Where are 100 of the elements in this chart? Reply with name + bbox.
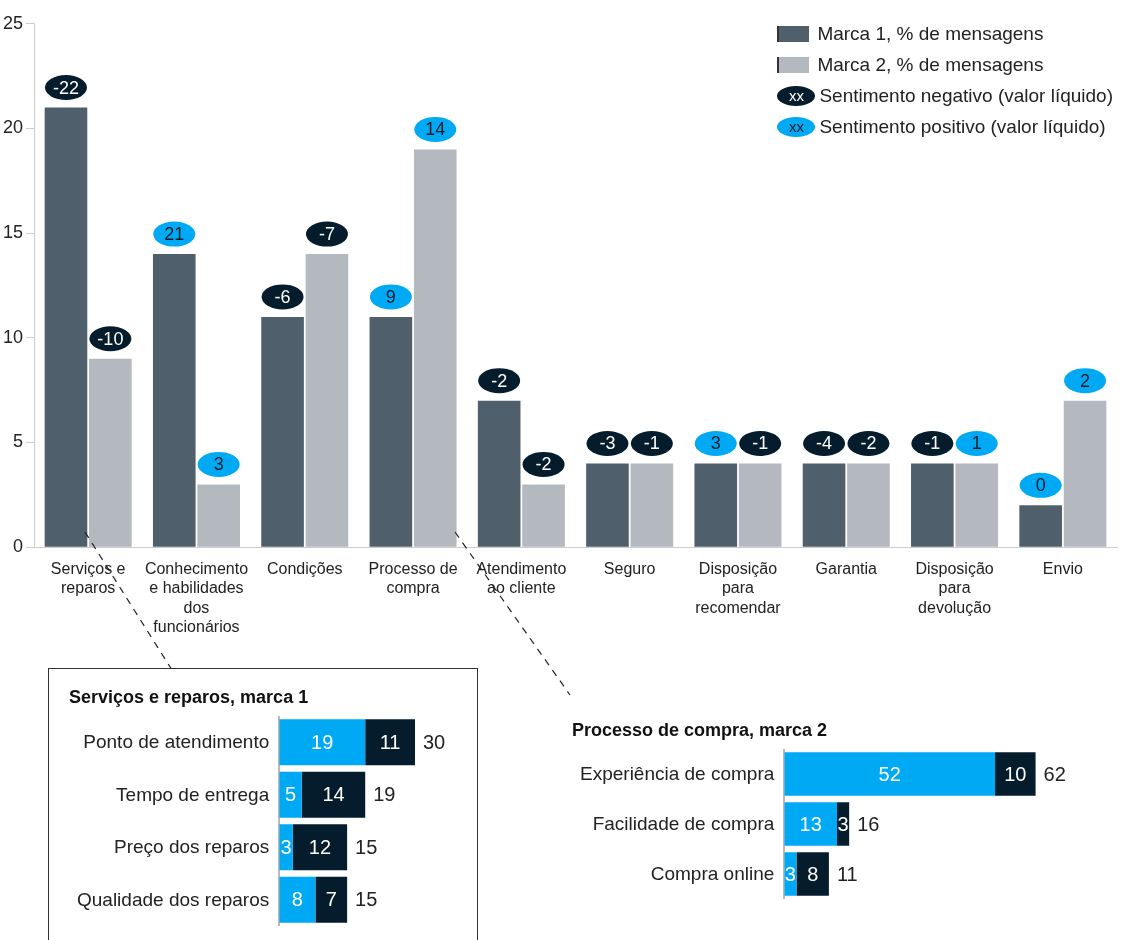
y-tick-label: 25 [2, 12, 24, 33]
annotation: xx [777, 116, 816, 137]
total-label: 62 [1043, 762, 1066, 785]
x-tick-label: Atendimento ao cliente [476, 560, 567, 597]
x-tick-label: Envio [1042, 560, 1083, 578]
bar [365, 719, 415, 766]
bar [477, 400, 521, 547]
data-label: 14 [322, 783, 345, 806]
data-label: 10 [1004, 762, 1027, 785]
y-tick-label: 20 [2, 117, 24, 138]
annotation: -2 [535, 454, 552, 475]
annotation: Sentimento negativo (valor líquido) [819, 84, 1113, 107]
annotation: 3 [710, 433, 721, 454]
bar [784, 752, 996, 796]
bar [1063, 400, 1107, 547]
data-label: 5 [284, 783, 297, 806]
data-label: 8 [291, 888, 303, 911]
legend-label: Marca 2, % de mensagens [817, 53, 1044, 76]
data-label: 3 [837, 812, 849, 835]
y-tick-label: Qualidade dos reparos [76, 888, 270, 910]
x-tick-label: Disposição para recomendar [695, 560, 782, 616]
annotation: -6 [274, 286, 291, 307]
data-label: 8 [807, 862, 819, 885]
annotation: -10 [97, 328, 124, 349]
bar [44, 107, 88, 547]
annotation: -3 [599, 433, 616, 454]
annotation: 14 [425, 119, 446, 140]
bar [796, 852, 829, 896]
legend-label: Marca 1, % de mensagens [817, 22, 1044, 45]
annotation: -22 [52, 77, 79, 98]
annotation: -2 [491, 370, 508, 391]
y-tick-label: Ponto de atendimento [83, 731, 270, 753]
bar [955, 463, 999, 547]
bar [738, 463, 782, 547]
data-label: 52 [878, 762, 901, 785]
y-tick-label: 5 [13, 431, 24, 452]
annotation: -2 [860, 433, 877, 454]
bar [89, 358, 132, 547]
annotation: 9 [385, 286, 396, 307]
x-tick-label: Conhecimento e habilidades dos funcionários [144, 560, 249, 635]
y-tick-label: Tempo de entrega [116, 783, 270, 805]
bar [279, 876, 316, 923]
annotation: -1 [643, 433, 660, 454]
annotation: 1 [971, 433, 982, 454]
bar [1019, 505, 1062, 547]
total-label: 15 [355, 888, 378, 911]
bar [152, 254, 196, 547]
bar [802, 463, 846, 547]
data-label: 11 [379, 730, 401, 753]
y-tick-label: Compra online [650, 863, 775, 885]
x-tick-label: Disposição para devolução [915, 560, 994, 616]
annotation: Sentimento positivo (valor líquido) [819, 115, 1106, 138]
total-label: 15 [355, 835, 378, 858]
bar [784, 802, 838, 846]
total-label: 16 [857, 812, 880, 835]
x-tick-label: Serviços e reparos [50, 560, 126, 597]
y-tick-label: 0 [13, 536, 24, 557]
bar [522, 484, 565, 547]
bar [292, 824, 348, 871]
bar [995, 752, 1036, 796]
data-label: 3 [280, 835, 292, 858]
chart-title: Serviços e reparos, marca 1 [69, 687, 310, 708]
annotation: -1 [924, 433, 941, 454]
data-label: 19 [311, 730, 334, 753]
x-tick-label: Processo de compra [368, 560, 458, 597]
data-label: 13 [799, 812, 822, 835]
annotation: -1 [752, 433, 769, 454]
bar [694, 463, 738, 547]
annotation: -7 [318, 224, 335, 245]
bar [197, 484, 240, 547]
annotation: 2 [1080, 370, 1091, 391]
x-tick-label: Condições [266, 560, 343, 578]
annotation: 3 [213, 454, 224, 475]
bar [911, 463, 954, 547]
bar [315, 876, 348, 923]
x-tick-label: Seguro [603, 560, 656, 578]
annotation: 21 [164, 224, 185, 245]
total-label: 19 [373, 783, 396, 806]
data-label: 7 [325, 888, 337, 911]
data-label: 3 [784, 862, 796, 885]
annotation: -4 [816, 433, 833, 454]
annotation: xx [777, 85, 816, 106]
bar [261, 316, 304, 547]
bar [369, 316, 413, 547]
bar [586, 463, 629, 547]
y-tick-label: Experiência de compra [580, 763, 775, 785]
bar [413, 149, 457, 547]
bar [279, 719, 366, 766]
data-label: 12 [308, 835, 332, 858]
y-tick-label: 10 [2, 326, 24, 347]
y-tick-label: Facilidade de compra [592, 813, 775, 835]
chart-title: Processo de compra, marca 2 [572, 720, 829, 741]
total-label: 30 [423, 730, 446, 753]
y-tick-label: 15 [2, 222, 24, 243]
y-tick-label: Preço dos reparos [113, 836, 270, 858]
total-label: 11 [836, 862, 858, 885]
bar [301, 771, 366, 818]
x-tick-label: Garantia [815, 560, 878, 578]
bar [847, 463, 890, 547]
bar [630, 463, 674, 547]
